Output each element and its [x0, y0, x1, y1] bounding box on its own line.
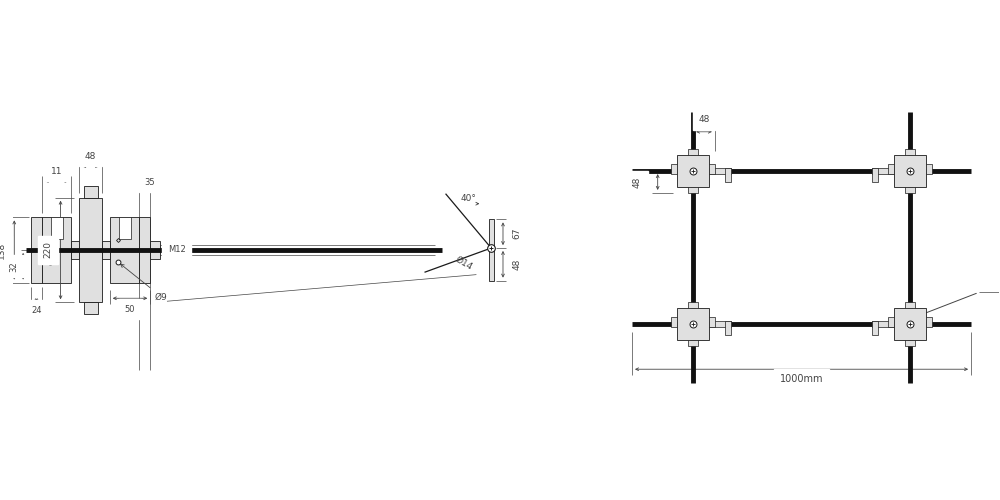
Bar: [79, 198, 102, 302]
Text: 220: 220: [44, 242, 53, 258]
Text: 50: 50: [125, 304, 135, 314]
Text: Ø9: Ø9: [154, 292, 167, 302]
Bar: [926, 164, 932, 174]
Bar: [872, 168, 878, 182]
Text: 48: 48: [633, 176, 642, 188]
Bar: [110, 218, 139, 282]
Bar: [671, 164, 677, 174]
Bar: [709, 317, 715, 327]
Text: 48: 48: [698, 116, 710, 124]
Text: 48: 48: [85, 152, 96, 161]
Bar: [872, 321, 894, 327]
Bar: [42, 218, 71, 282]
Bar: [677, 156, 709, 187]
Bar: [688, 302, 698, 308]
Bar: [894, 156, 926, 187]
Text: 1000mm: 1000mm: [780, 374, 823, 384]
Text: Ø14: Ø14: [453, 254, 474, 272]
Text: 40°: 40°: [461, 194, 476, 202]
Bar: [489, 220, 494, 280]
Bar: [709, 164, 715, 174]
Bar: [84, 186, 98, 198]
Bar: [671, 317, 677, 327]
Text: 32: 32: [9, 261, 18, 272]
Bar: [688, 187, 698, 193]
Bar: [102, 241, 110, 259]
Bar: [119, 218, 131, 239]
Bar: [688, 340, 698, 345]
Bar: [872, 321, 878, 334]
Text: M12: M12: [168, 246, 186, 254]
Bar: [71, 241, 79, 259]
Text: 24: 24: [31, 306, 42, 314]
Bar: [725, 321, 731, 334]
Text: 11: 11: [51, 166, 62, 175]
Text: 48: 48: [513, 258, 522, 270]
Bar: [677, 308, 709, 340]
Bar: [150, 241, 160, 259]
Bar: [905, 340, 915, 345]
Bar: [709, 168, 731, 174]
Bar: [31, 218, 42, 282]
Bar: [888, 317, 894, 327]
Text: 35: 35: [144, 178, 155, 186]
Bar: [51, 218, 63, 239]
Bar: [888, 164, 894, 174]
Bar: [84, 302, 98, 314]
Bar: [905, 150, 915, 156]
Bar: [905, 302, 915, 308]
Text: 138: 138: [0, 242, 6, 258]
Bar: [688, 150, 698, 156]
Bar: [926, 317, 932, 327]
Bar: [709, 321, 731, 327]
Bar: [894, 308, 926, 340]
Bar: [905, 187, 915, 193]
Text: 67: 67: [513, 228, 522, 239]
Bar: [872, 168, 894, 174]
Bar: [139, 218, 150, 282]
Bar: [725, 168, 731, 182]
